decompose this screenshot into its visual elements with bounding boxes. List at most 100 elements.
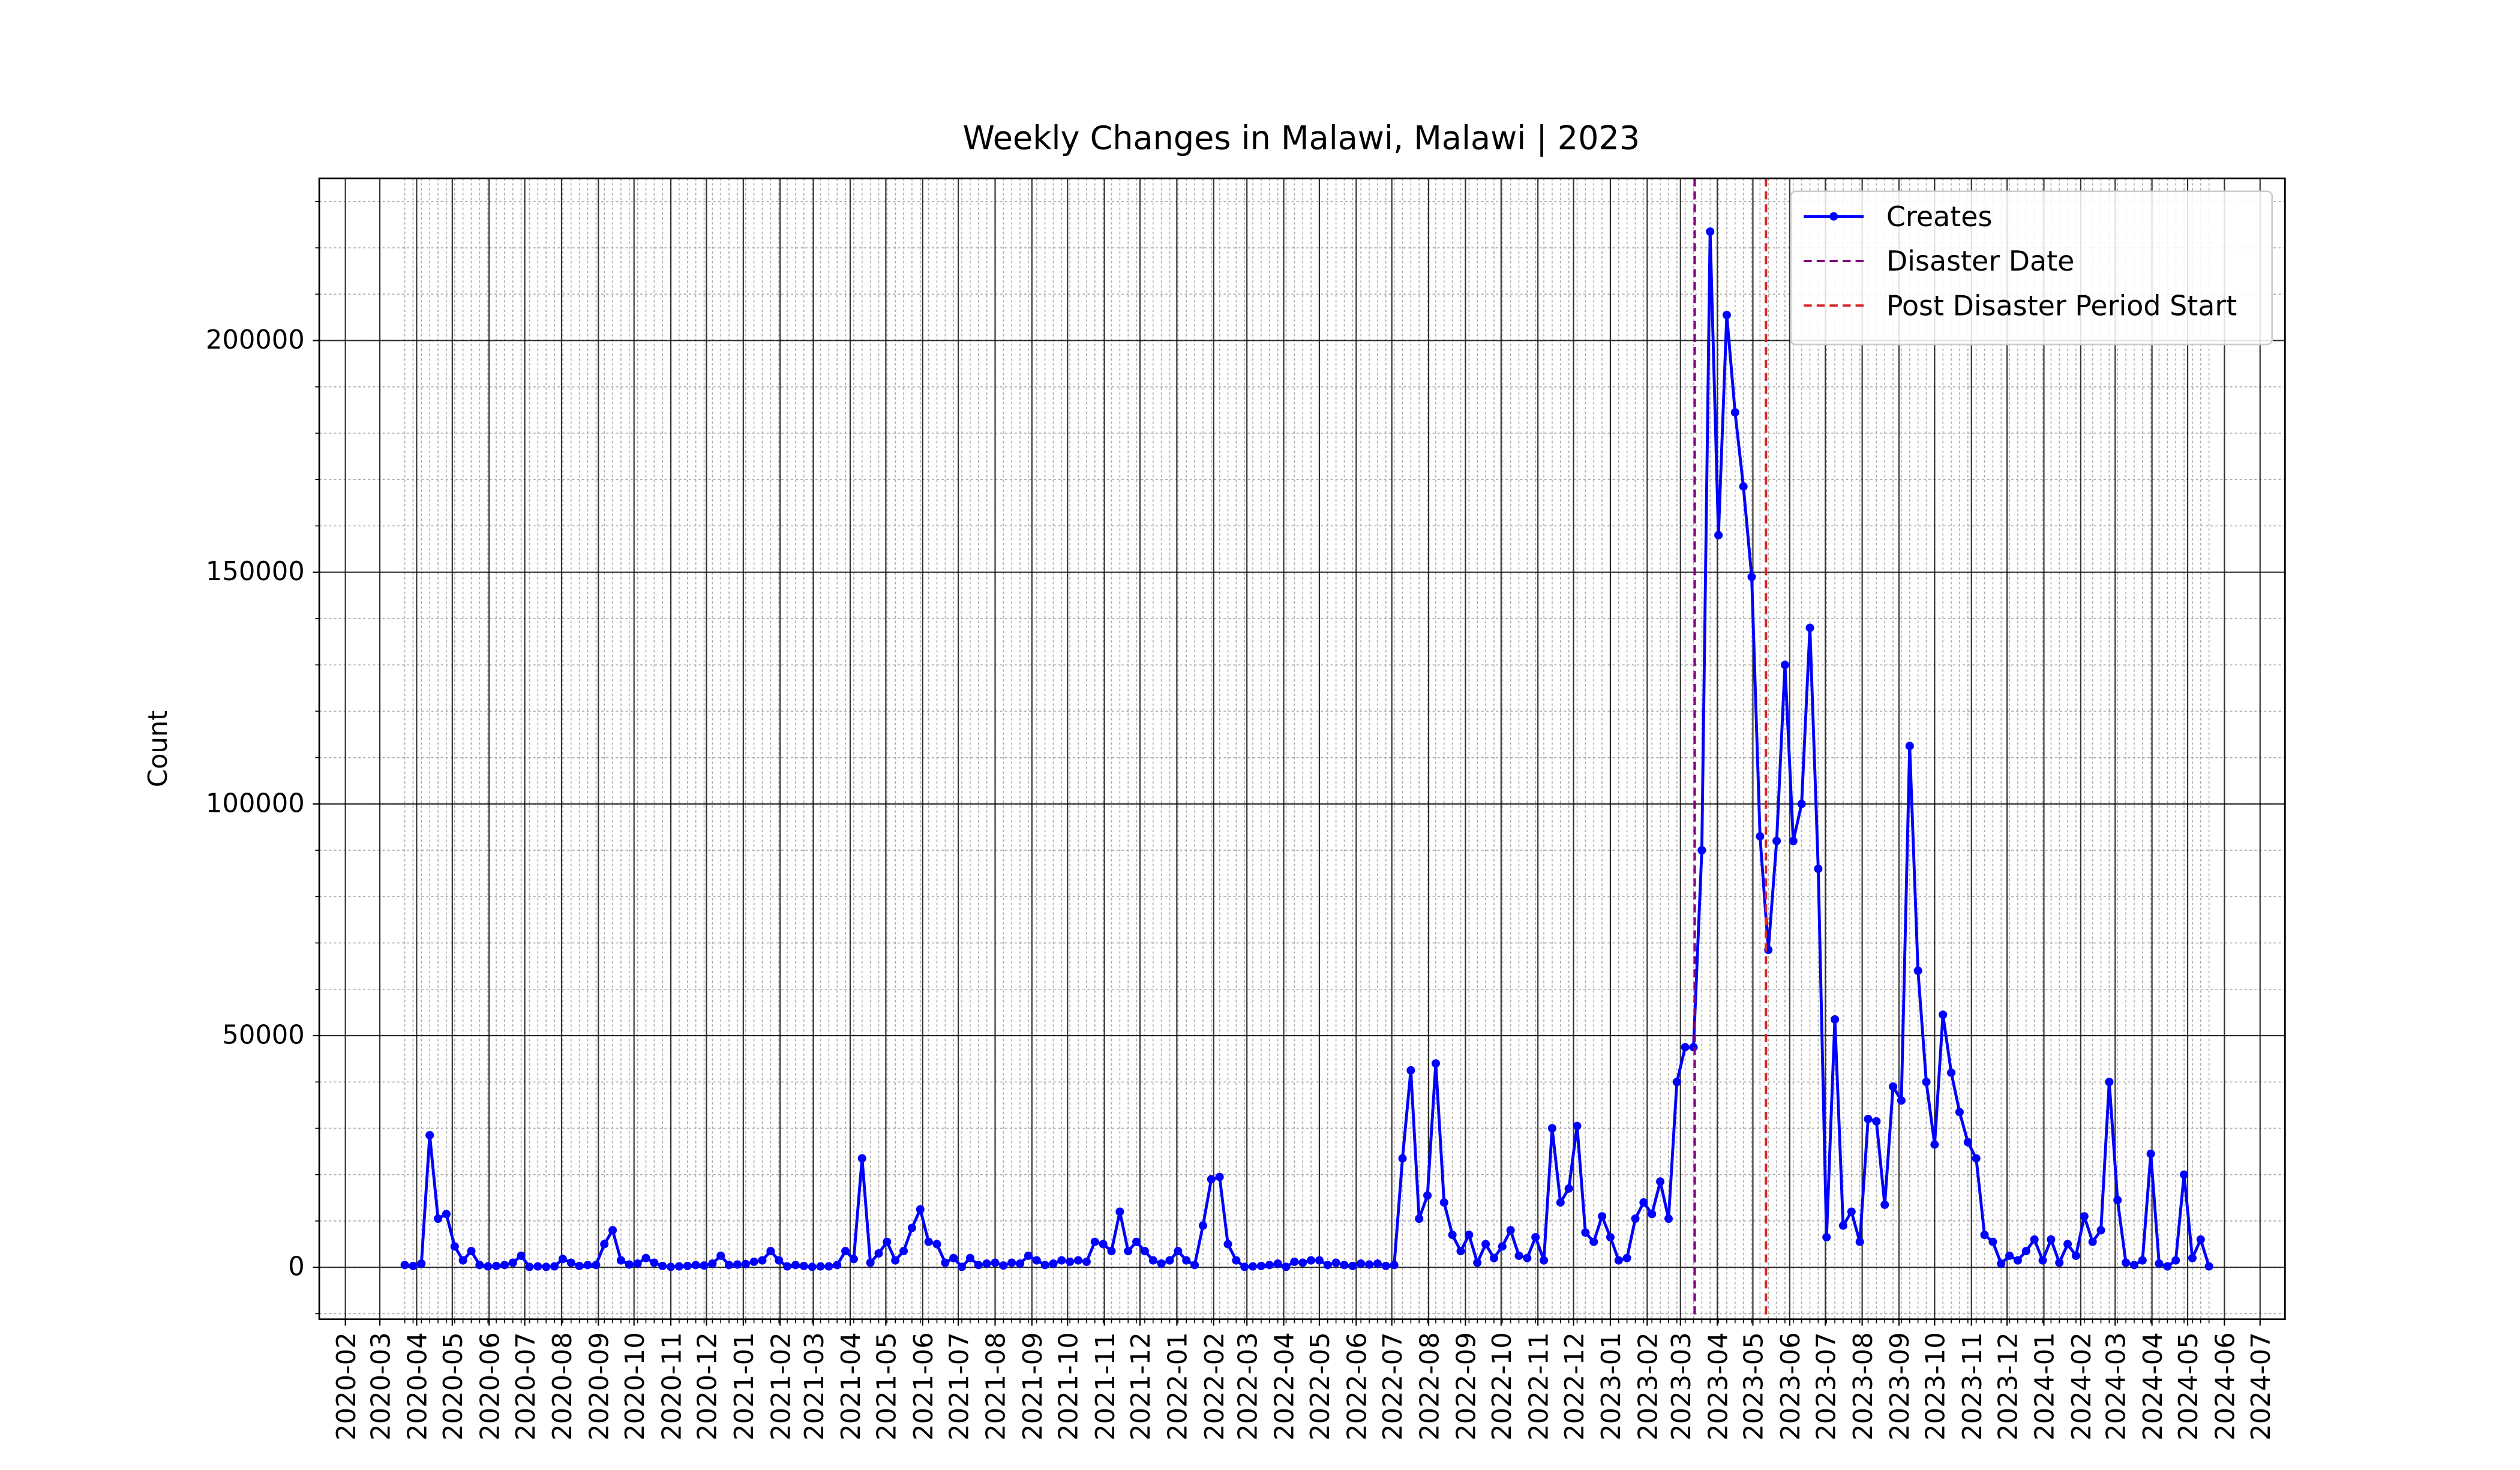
data-point (484, 1262, 493, 1271)
data-point (1157, 1259, 1166, 1268)
data-point (1822, 1232, 1831, 1242)
data-point (1747, 572, 1756, 581)
data-point (674, 1262, 683, 1271)
data-point (641, 1253, 650, 1262)
data-point (1190, 1261, 1199, 1270)
data-point (941, 1258, 950, 1267)
data-point (2188, 1253, 2197, 1262)
data-point (1165, 1256, 1174, 1265)
data-point (1672, 1078, 1681, 1087)
x-tick-label: 2024-07 (2246, 1332, 2276, 1441)
x-tick-label: 2021-12 (1126, 1332, 1156, 1441)
data-point (450, 1242, 459, 1251)
data-point (1780, 661, 1789, 670)
y-tick-label: 100000 (206, 788, 305, 818)
data-point (1456, 1247, 1465, 1256)
data-point (1831, 1015, 1840, 1024)
data-point (1315, 1256, 1324, 1265)
x-tick-label: 2022-04 (1270, 1332, 1300, 1441)
data-point (1697, 846, 1706, 855)
data-point (1331, 1258, 1340, 1267)
data-point (1714, 530, 1723, 539)
data-point (1439, 1198, 1448, 1207)
data-point (958, 1262, 967, 1271)
data-point (558, 1255, 567, 1264)
data-point (633, 1259, 642, 1268)
data-point (991, 1258, 1000, 1267)
data-point (982, 1259, 991, 1268)
data-point (1256, 1261, 1265, 1270)
data-point (1240, 1262, 1249, 1271)
data-point (2038, 1256, 2047, 1265)
plot-area (318, 177, 2286, 1321)
data-point (758, 1256, 767, 1265)
data-point (2163, 1262, 2172, 1271)
data-point (1323, 1261, 1332, 1270)
y-axis-label: Count (143, 710, 173, 787)
data-point (1805, 623, 1814, 632)
data-point (2155, 1259, 2164, 1268)
data-point (1573, 1121, 1582, 1130)
legend-label: Disaster Date (1886, 245, 2074, 277)
data-point (1797, 799, 1806, 808)
data-point (1930, 1140, 1939, 1149)
data-point (1132, 1237, 1141, 1246)
data-point (1939, 1010, 1948, 1019)
data-point (1148, 1256, 1157, 1265)
data-point (1082, 1257, 1091, 1266)
x-tick-label: 2020-04 (403, 1332, 433, 1441)
data-point (924, 1237, 933, 1246)
data-point (1207, 1175, 1216, 1184)
data-point (841, 1247, 850, 1256)
data-point (616, 1256, 625, 1265)
data-point (749, 1257, 758, 1266)
x-tick-label: 2023-04 (1703, 1332, 1733, 1441)
data-point (791, 1261, 800, 1270)
data-point (1739, 482, 1748, 491)
data-point (2080, 1212, 2089, 1221)
x-tick-label: 2020-03 (366, 1332, 396, 1441)
x-tick-label: 2023-08 (1849, 1332, 1879, 1441)
data-point (1066, 1257, 1075, 1266)
data-point (533, 1262, 542, 1271)
data-point (949, 1253, 958, 1262)
data-point (1913, 966, 1922, 975)
data-point (1348, 1261, 1357, 1270)
data-point (608, 1226, 617, 1235)
x-tick-label: 2021-08 (982, 1332, 1012, 1441)
data-point (542, 1262, 551, 1271)
legend-label: Post Disaster Period Start (1886, 289, 2237, 322)
data-point (417, 1259, 426, 1268)
x-tick-label: 2023-02 (1634, 1332, 1664, 1441)
data-point (600, 1240, 609, 1249)
data-point (1406, 1066, 1415, 1075)
data-point (799, 1261, 808, 1270)
data-point (700, 1261, 709, 1270)
data-point (1365, 1260, 1374, 1269)
x-tick-label: 2022-08 (1415, 1332, 1445, 1441)
plot-frame (318, 177, 2286, 1321)
x-tick-label: 2023-03 (1667, 1332, 1697, 1441)
data-point (1556, 1198, 1565, 1207)
data-point (1947, 1068, 1956, 1077)
data-point (1547, 1124, 1556, 1133)
x-tick-label: 2021-03 (800, 1332, 830, 1441)
data-point (1706, 227, 1715, 236)
data-point (1905, 742, 1914, 751)
data-point (1988, 1237, 1997, 1246)
data-point (1997, 1259, 2006, 1268)
x-tick-label: 2022-12 (1560, 1332, 1590, 1441)
data-point (1090, 1237, 1099, 1246)
data-point (2138, 1256, 2147, 1265)
data-point (1656, 1177, 1665, 1186)
data-point (1473, 1258, 1482, 1267)
data-point (1357, 1259, 1366, 1268)
data-point (1223, 1240, 1232, 1249)
data-point (2113, 1196, 2122, 1205)
data-point (1814, 864, 1823, 874)
x-tick-label: 2021-06 (909, 1332, 939, 1441)
data-point (1423, 1191, 1432, 1200)
data-point (2105, 1078, 2114, 1087)
